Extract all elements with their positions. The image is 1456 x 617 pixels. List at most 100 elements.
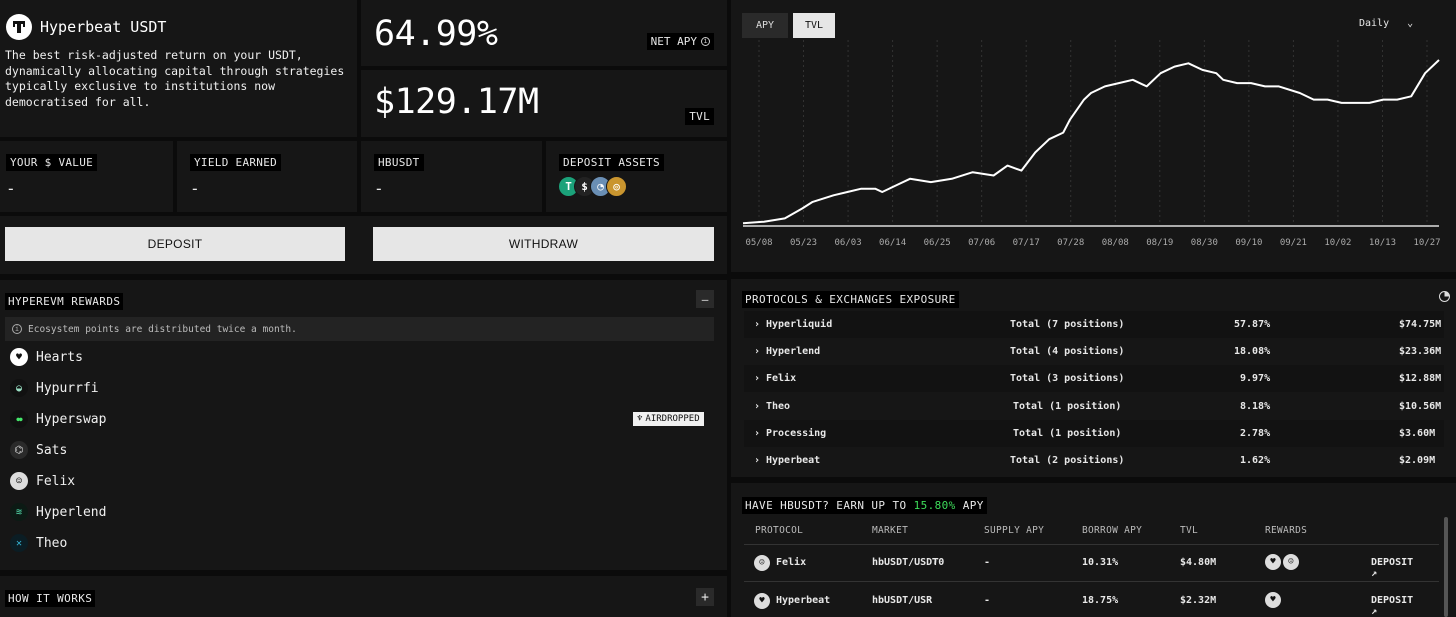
exposure-pct: 1.62%: [1240, 455, 1271, 466]
x-tick-label: 10/27: [1413, 238, 1440, 248]
deposit-button[interactable]: DEPOSIT: [5, 227, 345, 261]
parachute-icon: ♆: [637, 414, 643, 424]
period-value: Daily: [1359, 18, 1390, 29]
tab-tvl[interactable]: TVL: [793, 13, 835, 38]
hearts-icon: ♥: [10, 348, 28, 366]
withdraw-button[interactable]: WITHDRAW: [373, 227, 714, 261]
exposure-positions: Total (1 position): [1013, 400, 1122, 412]
tvl-label: TVL: [685, 108, 714, 125]
rewards-info-text: Ecosystem points are distributed twice a…: [28, 323, 297, 335]
sats-icon: ⌬: [10, 441, 28, 459]
exposure-name: Hyperlend: [766, 346, 821, 358]
chevron-right-icon: ›: [754, 346, 761, 358]
deposit-assets-panel: DEPOSIT ASSETS T $ ◔ ◎: [546, 141, 727, 212]
exposure-row[interactable]: › Hyperbeat Total (2 positions) 1.62% $2.09M: [744, 447, 1444, 474]
exposure-row[interactable]: › Felix Total (3 positions) 9.97% $12.88M: [744, 365, 1444, 393]
hearts-icon: ♥: [1265, 554, 1281, 570]
info-icon[interactable]: i: [701, 37, 710, 46]
hyperbeat-logo-icon: [6, 14, 32, 40]
expand-button[interactable]: +: [696, 588, 714, 606]
scrollbar[interactable]: [1444, 517, 1448, 617]
yield-earned-label: YIELD EARNED: [190, 154, 282, 171]
x-tick-label: 10/13: [1369, 238, 1396, 248]
tvl-series-line: [742, 59, 1440, 225]
exposure-row[interactable]: › Hyperlend Total (4 positions) 18.08% $23.3…: [744, 338, 1444, 365]
reward-item-label: Hypurrfi: [36, 380, 99, 396]
reward-item-label: Theo: [36, 535, 68, 551]
earn-title-suffix: APY: [962, 499, 984, 512]
chevron-right-icon: ›: [754, 455, 761, 466]
period-select[interactable]: Daily ⌄: [1359, 18, 1413, 29]
x-tick-label: 08/19: [1146, 238, 1173, 248]
chevron-right-icon: ›: [754, 319, 761, 330]
yield-earned-panel: YIELD EARNED -: [177, 141, 357, 212]
x-tick-label: 06/25: [924, 238, 951, 248]
exposure-row[interactable]: › Hyperliquid Total (7 positions) 57.87% $74…: [744, 311, 1444, 338]
info-icon: i: [12, 324, 22, 334]
cell-market: hbUSDT/USD₮0: [872, 557, 945, 568]
how-it-works-panel[interactable]: HOW IT WORKS +: [0, 576, 727, 617]
exposure-pct: 2.78%: [1240, 427, 1271, 439]
airdropped-label: AIRDROPPED: [645, 414, 700, 424]
exposure-amount: $74.75M: [1399, 319, 1442, 330]
exposure-amount: $3.60M: [1399, 427, 1436, 439]
table-divider: [744, 544, 1439, 545]
reward-item[interactable]: ●● Hyperswap: [10, 410, 106, 428]
exposure-positions: Total (7 positions): [1010, 319, 1125, 330]
x-tick-label: 10/02: [1324, 238, 1351, 248]
reward-item-label: Hyperlend: [36, 504, 107, 520]
reward-item[interactable]: ☺ Felix: [10, 472, 75, 490]
x-tick-label: 06/14: [879, 238, 906, 248]
exposure-amount: $2.09M: [1399, 455, 1436, 466]
vault-description: The best risk-adjusted return on your US…: [5, 48, 345, 109]
vault-title: Hyperbeat USDT: [40, 18, 167, 36]
chart-panel: APY TVL Daily ⌄ 05/08 05/23 06/03 06/14 06/2…: [731, 0, 1456, 272]
exposure-amount: $23.36M: [1399, 346, 1442, 358]
cell-supply: -: [984, 595, 991, 606]
cell-market: hbUSDT/USR: [872, 595, 933, 606]
exposure-amount: $10.56M: [1399, 400, 1442, 412]
tvl-chart: 05/08 05/23 06/03 06/14 06/25 07/06 07/17 07/28…: [742, 40, 1441, 248]
reward-item[interactable]: ✕ Theo: [10, 534, 67, 552]
vault-header-panel: Hyperbeat USDT The best risk-adjusted re…: [0, 0, 357, 137]
exposure-amount: $12.88M: [1399, 373, 1442, 385]
airdropped-badge: ♆ AIRDROPPED: [633, 412, 704, 426]
reward-item-label: Hearts: [36, 349, 83, 365]
hbusdt-value: -: [374, 179, 384, 198]
hyperlend-icon: ≋: [10, 503, 28, 521]
x-tick-label: 07/28: [1057, 238, 1084, 248]
cell-borrow: 10.31%: [1082, 557, 1119, 568]
net-apy-panel: 64.99% NET APY i: [361, 0, 727, 66]
exposure-pct: 18.08%: [1234, 346, 1271, 358]
collapse-button[interactable]: —: [696, 290, 714, 308]
reward-item[interactable]: ♥ Hearts: [10, 348, 83, 366]
reward-item[interactable]: ≋ Hyperlend: [10, 503, 106, 521]
exposure-pct: 57.87%: [1234, 319, 1271, 330]
reward-item-label: Hyperswap: [36, 411, 107, 427]
net-apy-label: NET APY: [650, 35, 697, 48]
table-header: REWARDS: [1265, 525, 1308, 536]
deposit-link[interactable]: DEPOSIT ↗: [1371, 595, 1414, 617]
tvl-panel: $129.17M TVL: [361, 70, 727, 137]
felix-icon: ☺: [754, 555, 770, 571]
deposit-link[interactable]: DEPOSIT ↗: [1371, 557, 1414, 579]
deposit-assets-label: DEPOSIT ASSETS: [559, 154, 664, 171]
pie-chart-icon[interactable]: [1439, 291, 1450, 302]
reward-item[interactable]: ◒ Hypurrfi: [10, 379, 99, 397]
table-header: PROTOCOL: [755, 525, 804, 536]
exposure-row[interactable]: › Theo Total (1 position) 8.18% $10.56M: [744, 393, 1444, 420]
reward-item[interactable]: ⌬ Sats: [10, 441, 67, 459]
rewards-title: HYPEREVM REWARDS: [5, 293, 124, 310]
exposure-row[interactable]: › Processing Total (1 position) 2.78% $3.60M: [744, 419, 1444, 447]
chevron-down-icon: ⌄: [1407, 18, 1414, 29]
your-value-label: YOUR $ VALUE: [6, 154, 98, 171]
tvl-value: $129.17M: [374, 82, 539, 122]
earn-panel: HAVE HBUSDT? EARN UP TO 15.80% APY: [731, 483, 1456, 617]
earn-title-apy: 15.80%: [913, 499, 956, 512]
tab-apy[interactable]: APY: [742, 13, 788, 38]
x-tick-label: 09/21: [1280, 238, 1307, 248]
cell-supply: -: [984, 557, 991, 568]
exposure-title: PROTOCOLS & EXCHANGES EXPOSURE: [742, 291, 959, 308]
x-tick-label: 07/17: [1013, 238, 1040, 248]
table-divider: [744, 581, 1439, 582]
